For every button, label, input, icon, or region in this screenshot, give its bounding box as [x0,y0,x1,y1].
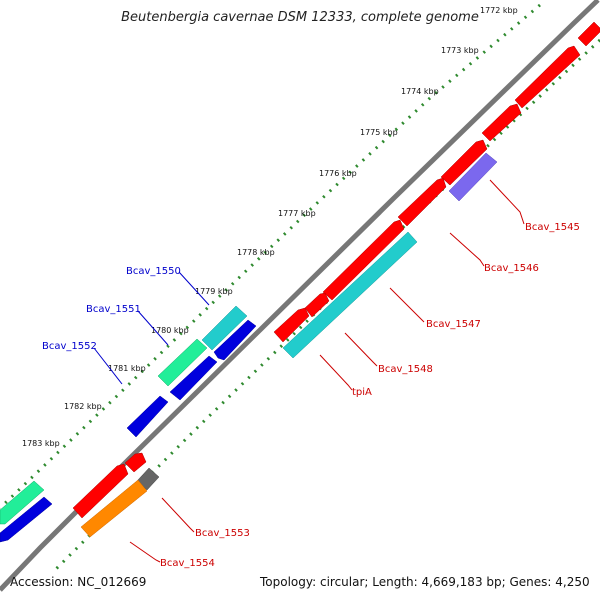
gene-block-cyan[interactable] [201,305,248,351]
forward-genes [72,21,600,519]
gene-arrow-blue[interactable] [126,395,169,438]
gene-arrow-red[interactable] [273,307,310,343]
gene-label[interactable]: tpiA [352,387,372,398]
tick-label: 1777 kbp [278,209,316,218]
tick-label: 1779 kbp [195,287,233,296]
tick-label: 1781 kbp [108,364,146,373]
gene-label[interactable]: Bcav_1554 [160,558,215,569]
tick-label: 1780 kbp [151,326,189,335]
map-title: Beutenbergia cavernae DSM 12333, complet… [121,10,479,25]
tick-label: 1774 kbp [401,87,439,96]
gene-arrow-red[interactable] [577,21,600,47]
tick-labels: 1772 kbp 1773 kbp 1774 kbp 1775 kbp 1776… [22,6,518,448]
tick-label: 1776 kbp [319,169,357,178]
gene-arrow-red[interactable] [397,177,447,227]
gene-label[interactable]: Bcav_1553 [195,528,250,539]
gene-label[interactable]: Bcav_1552 [42,341,97,352]
gene-arrow-red[interactable] [514,45,581,109]
gene-arrow-red[interactable] [304,292,330,318]
gene-arrow-red[interactable] [124,452,147,473]
gene-arrow-blue[interactable] [213,319,257,361]
gene-label[interactable]: Bcav_1551 [86,304,141,315]
topology-text: Topology: circular; Length: 4,669,183 bp… [260,575,590,589]
gene-arrow-blue[interactable] [0,496,53,543]
forward-genes-outer [80,152,498,538]
gene-block-green[interactable] [0,480,45,525]
tick-label: 1775 kbp [360,128,398,137]
tick-label: 1782 kbp [64,402,102,411]
gene-arrow-blue[interactable] [169,355,218,401]
gene-label[interactable]: Bcav_1548 [378,364,433,375]
gene-label[interactable]: Bcav_1550 [126,266,181,277]
gene-block-orange[interactable] [80,479,148,538]
gene-label[interactable]: Bcav_1547 [426,319,481,330]
inner-tick-ring [53,38,600,572]
gene-label[interactable]: Bcav_1546 [484,263,539,274]
tick-label: 1772 kbp [480,6,518,15]
reverse-genes [0,305,257,543]
gene-labels: Bcav_1545 Bcav_1546 Bcav_1547 Bcav_1548 … [42,222,580,569]
gene-arrow-red[interactable] [481,103,522,142]
tick-label: 1773 kbp [441,46,479,55]
gene-block-purple[interactable] [448,152,498,202]
accession-text: Accession: NC_012669 [10,575,147,589]
gene-arrow-red[interactable] [440,139,488,186]
gene-arrow-red[interactable] [322,219,405,301]
gene-label[interactable]: Bcav_1545 [525,222,580,233]
tick-label: 1778 kbp [237,248,275,257]
gene-arrow-red[interactable] [72,463,129,519]
tick-label: 1783 kbp [22,439,60,448]
gene-leaders [93,179,525,563]
gene-block-green[interactable] [157,338,208,387]
gene-block-cyan[interactable] [282,231,418,359]
